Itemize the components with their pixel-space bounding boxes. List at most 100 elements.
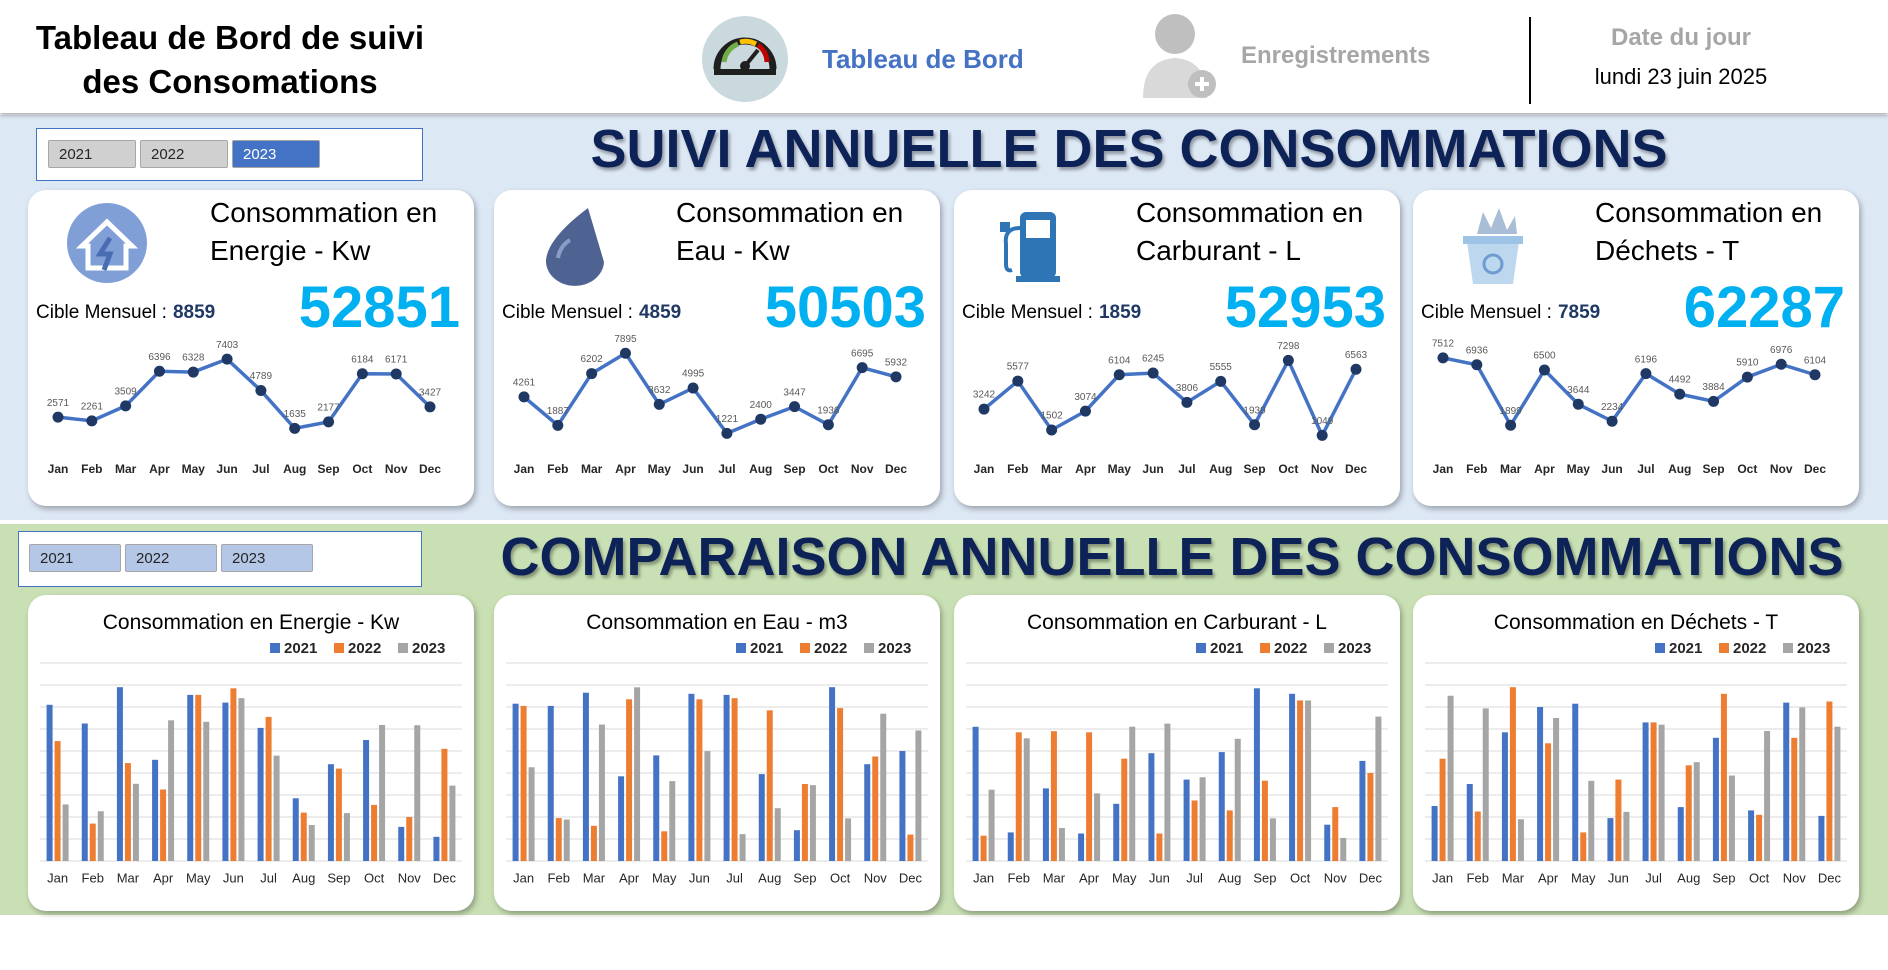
bar (327, 764, 334, 861)
app-title: Tableau de Bord de suivi des Consomation… (35, 19, 425, 100)
bar (414, 725, 421, 861)
x-tick-label: Dec (1359, 870, 1383, 885)
data-label: 6196 (1635, 354, 1658, 365)
x-tick-label: Jan (48, 462, 69, 476)
x-tick-label: Mar (115, 462, 137, 476)
bar (441, 748, 448, 861)
x-tick-label: Jul (1178, 462, 1195, 476)
bar (1748, 810, 1755, 861)
bar (809, 785, 816, 861)
bar (398, 826, 405, 861)
x-tick-label: Jan (47, 870, 68, 885)
marker (52, 411, 64, 423)
marker (653, 398, 665, 410)
x-tick-label: Mar (581, 462, 603, 476)
x-tick-label: Jul (1645, 870, 1662, 885)
bar (1253, 688, 1260, 861)
bar (371, 804, 378, 861)
bar (1545, 743, 1552, 861)
bar (1042, 788, 1049, 861)
target: Cible Mensuel :7859 (1421, 302, 1600, 324)
bar (1050, 731, 1057, 861)
x-tick-label: Aug (758, 870, 781, 885)
chart-card: Consommation en Déchets - T 2021 2022 2023 J… (1413, 595, 1859, 911)
nav-dashboard[interactable]: Tableau de Bord (822, 44, 1024, 74)
slicer: 2021 2022 2023 (18, 531, 422, 587)
marker (687, 382, 699, 394)
card-icon (545, 208, 604, 286)
bar (1693, 762, 1700, 861)
data-label: 7403 (216, 340, 239, 351)
data-label: 1049 (1311, 416, 1334, 427)
data-label: 3447 (783, 387, 806, 398)
slicer-button[interactable]: 2022 (140, 140, 228, 168)
x-tick-label: Jul (260, 870, 277, 885)
data-label: 3884 (1702, 382, 1725, 393)
marker (552, 419, 564, 431)
data-label: 1221 (716, 414, 739, 425)
slicer-button[interactable]: 2022 (125, 544, 217, 572)
legend-label: 2021 (1210, 640, 1243, 657)
bar (187, 694, 194, 861)
bar (696, 699, 703, 861)
data-label: 1939 (1243, 405, 1266, 416)
total: 52953 (1224, 275, 1386, 340)
data-label: 5555 (1210, 362, 1233, 373)
bar (915, 730, 922, 861)
data-label: 4995 (682, 369, 705, 380)
x-tick-label: Dec (885, 462, 907, 476)
bar (1218, 752, 1225, 861)
x-tick-label: Apr (1538, 870, 1559, 885)
data-label: 6184 (351, 354, 374, 365)
data-label: 1936 (817, 405, 840, 416)
bar (81, 723, 88, 861)
target: Cible Mensuel :1859 (962, 302, 1141, 324)
marker (221, 353, 233, 365)
bar-chart: 2021 2022 2023 Jan Feb Mar Apr May Jun Jul Aug Sep O… (506, 640, 928, 885)
x-tick-label: Jul (1637, 462, 1654, 476)
data-label: 6104 (1108, 355, 1131, 366)
slicer-button[interactable]: 2023 (232, 140, 320, 168)
legend-label: 2022 (814, 640, 847, 657)
bar (1658, 724, 1665, 861)
marker (1437, 352, 1449, 364)
bar (688, 693, 695, 861)
data-label: 7298 (1277, 341, 1300, 352)
slicer-button[interactable]: 2021 (48, 140, 136, 168)
nav-records[interactable]: Enregistrements (1241, 42, 1431, 69)
bar (582, 692, 589, 861)
x-tick-label: Nov (385, 462, 408, 476)
line-chart: Jan 7512 Feb 6936 Mar 1899 Apr 6500 May 3644 Jun 22… (1432, 338, 1827, 476)
data-label: 3509 (115, 387, 138, 398)
bar (1623, 811, 1630, 861)
slicer-button[interactable]: 2023 (221, 544, 313, 572)
kpi-card: Consommation en Carburant - L Cible Mensu… (954, 190, 1400, 506)
x-tick-label: Dec (1818, 870, 1842, 885)
marker (1606, 415, 1618, 427)
bar (1431, 806, 1438, 861)
bar (1588, 780, 1595, 861)
x-tick-label: Sep (1253, 870, 1276, 885)
bar (907, 834, 914, 861)
slicer-button[interactable]: 2021 (29, 544, 121, 572)
person-icon (1143, 14, 1216, 98)
marker (289, 422, 301, 434)
marker (1640, 368, 1652, 380)
bar (433, 836, 440, 861)
marker (1113, 369, 1125, 381)
x-tick-label: Feb (547, 462, 568, 476)
data-label: 3806 (1176, 383, 1199, 394)
data-label: 1887 (547, 406, 570, 417)
x-tick-label: Oct (1749, 870, 1770, 885)
bar (1183, 779, 1190, 861)
x-tick-label: Jun (689, 870, 710, 885)
bar (563, 819, 570, 861)
legend-label: 2022 (348, 640, 381, 657)
chart-title: Consommation en Energie - Kw (102, 611, 400, 634)
x-tick-label: Apr (619, 870, 640, 885)
bar (1615, 779, 1622, 861)
slicer: 2021 2022 2023 (36, 128, 423, 181)
bar (598, 724, 605, 861)
marker (255, 385, 267, 397)
legend-swatch (1324, 643, 1334, 653)
